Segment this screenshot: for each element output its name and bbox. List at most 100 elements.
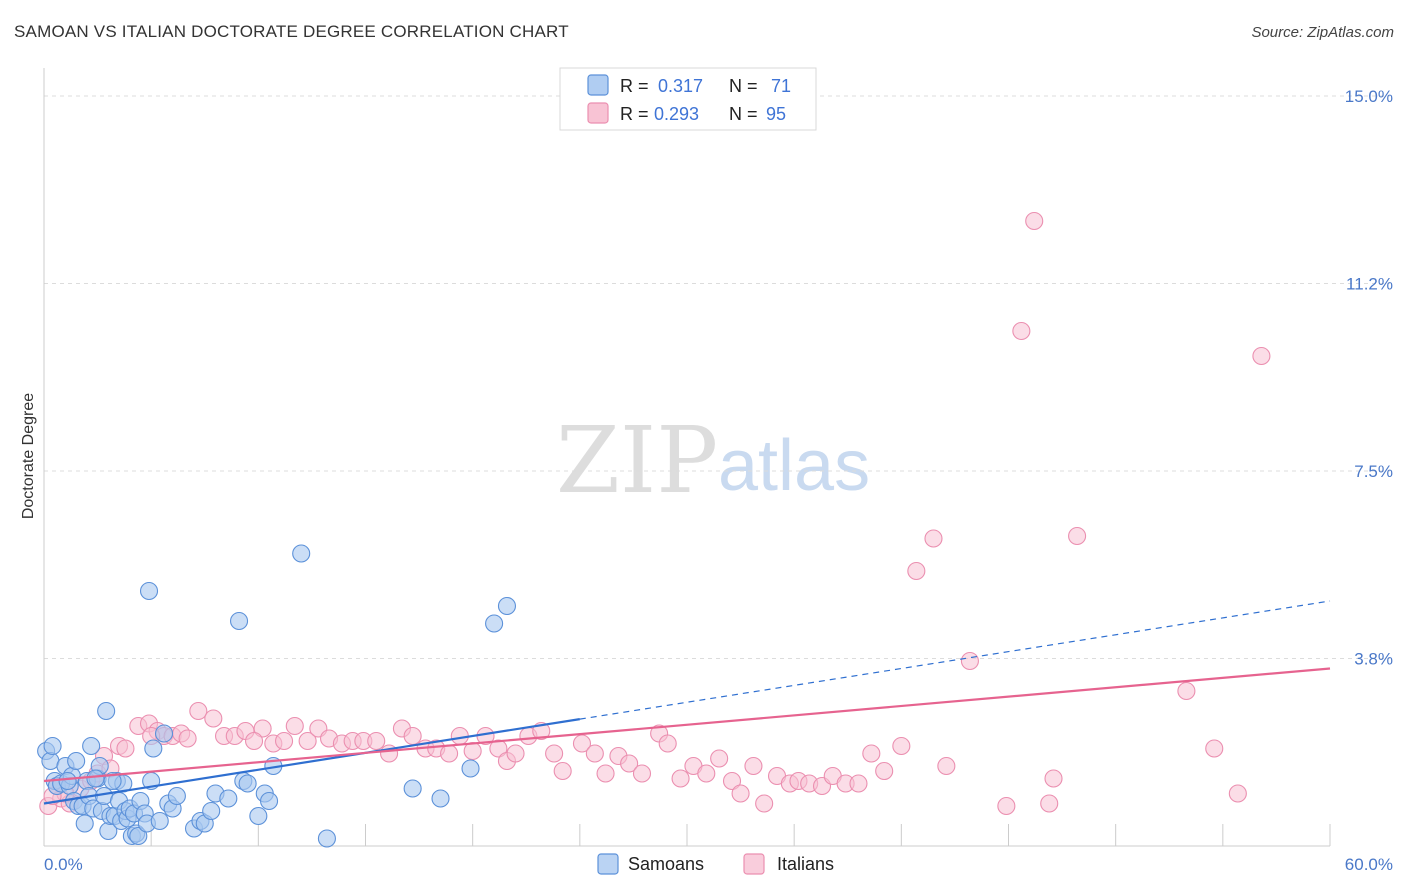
italians-point [285,716,304,736]
italians-point [1068,526,1087,546]
italians-point [620,754,639,773]
italians-point [658,734,677,753]
samoans-point [485,614,504,633]
samoans-point [431,789,450,808]
samoans-point [129,826,148,846]
samoans-point [97,701,116,721]
italians-point [997,796,1016,816]
legend-r-label-italians: R = [620,104,649,124]
italians-point [1177,681,1196,701]
italians-point [178,729,197,748]
italians-point [924,529,943,548]
bottom-legend-swatch-italians[interactable] [743,853,765,875]
italians-point [731,784,750,803]
italians-point [545,744,564,763]
samoans-point [144,739,163,758]
italians-point [1025,211,1044,231]
y-tick-label: 7.5% [1354,462,1393,481]
italians-point [244,731,264,751]
legend-n-value-samoans: 71 [771,76,791,96]
italians-point [189,701,208,721]
samoans-point [150,811,169,831]
y-axis-tick-labels: 15.0% 11.2% 7.5% 3.8% [1345,87,1393,669]
italians-point [253,719,272,738]
bottom-legend-label-italians[interactable]: Italians [777,854,834,874]
source-label: Source: ZipAtlas.com [1251,24,1394,41]
italians-point [1252,346,1271,366]
watermark: ZIP atlas [556,407,870,514]
series-italians [39,211,1271,816]
italians-point [632,764,652,783]
legend-r-value-italians: 0.293 [654,104,699,124]
italians-point [116,739,135,758]
chart-title: SAMOAN VS ITALIAN DOCTORATE DEGREE CORRE… [14,22,569,41]
italians-point [367,731,386,751]
samoans-point [67,751,86,771]
samoans-point [249,806,268,826]
italians-point [671,769,690,788]
italians-trend-line [43,667,1331,783]
italians-point [489,739,508,758]
y-axis-label: Doctorate Degree [20,393,37,519]
italians-point [722,771,742,791]
samoans-point [154,724,174,743]
italians-point [907,561,926,581]
italians-point [937,756,956,776]
italians-point [275,731,294,751]
samoans-point [43,736,62,756]
y-tick-label: 15.0% [1345,87,1393,106]
legend-r-value-samoans: 0.317 [658,76,703,96]
samoans-point [292,544,311,563]
italians-point [710,749,729,768]
samoans-point [461,759,480,778]
italians-point [960,651,979,671]
italians-point [204,709,223,728]
italians-point [1228,784,1247,803]
italians-point [755,794,774,813]
italians-point [862,744,881,763]
gridlines [44,95,1390,659]
italians-point [875,761,894,781]
italians-point [553,761,572,781]
samoans-point [403,779,422,798]
x-tick-label-max: 60.0% [1345,855,1393,874]
samoans-point [202,801,221,821]
samoans-point [58,771,77,791]
italians-point [1012,321,1031,341]
legend-swatch-samoans [587,74,609,96]
bottom-legend: Samoans Italians [597,853,834,875]
x-axis-ticks [43,824,1331,846]
watermark-atlas: atlas [718,426,870,506]
samoans-point [259,791,279,811]
italians-point [403,726,422,746]
italians-point [1044,769,1063,788]
italians-point [585,744,604,763]
x-tick-label-min: 0.0% [44,855,83,874]
samoans-point [82,736,101,756]
legend-n-label-samoans: N = [729,76,758,96]
italians-point [744,756,763,776]
italians-point [440,744,459,763]
italians-point [506,744,525,763]
legend-n-label-italians: N = [729,104,758,124]
samoans-point [86,769,105,788]
samoans-point [317,829,336,848]
samoans-point [238,774,257,793]
watermark-zip: ZIP [556,407,718,514]
legend-r-label-samoans: R = [620,76,649,96]
italians-point [596,764,615,783]
legend-swatch-italians [587,102,609,124]
legend: R = 0.317 N = 71 R = 0.293 N = 95 [559,67,817,131]
samoans-trend-line [43,718,581,805]
samoans-point [41,751,60,771]
bottom-legend-label-samoans[interactable]: Samoans [628,854,704,874]
italians-point [1040,794,1059,813]
samoans-point [75,814,94,833]
samoans-point [139,581,159,601]
samoans-point [167,786,186,806]
bottom-legend-swatch-samoans[interactable] [597,853,619,875]
series-samoans [37,544,517,848]
italians-point [298,731,317,751]
y-tick-label: 3.8% [1354,650,1393,669]
